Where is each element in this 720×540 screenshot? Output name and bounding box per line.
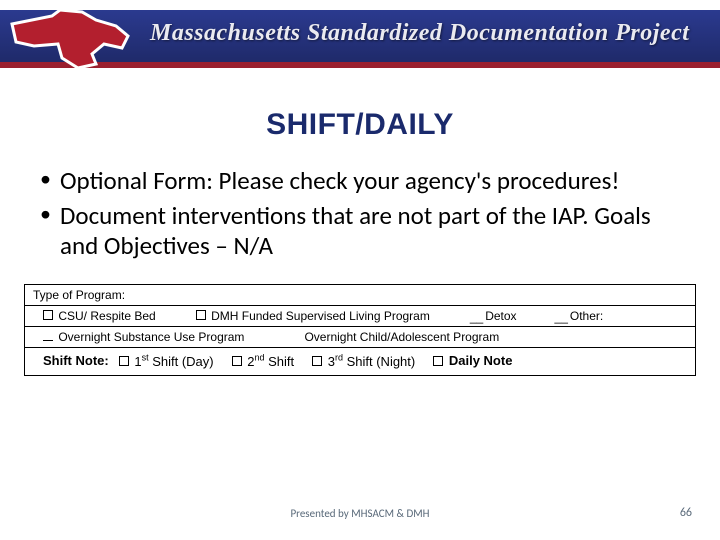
option-label: Overnight Substance Use Program	[58, 330, 244, 344]
option-label: Detox	[485, 309, 516, 323]
form-row-type: Type of Program:	[25, 285, 695, 306]
checkbox-icon[interactable]	[43, 310, 53, 320]
option-detox: __ Detox	[470, 309, 517, 323]
option-label: Overnight Child/Adolescent Program	[304, 330, 499, 344]
option-label: Other:	[570, 309, 603, 323]
option-other: __ Other:	[555, 309, 604, 323]
option-overnight-substance: Overnight Substance Use Program	[43, 330, 244, 344]
option-label: CSU/ Respite Bed	[58, 309, 155, 323]
program-form: Type of Program: CSU/ Respite Bed DMH Fu…	[24, 284, 696, 376]
option-daily-note: Daily Note	[433, 353, 512, 368]
bullet-item: Document interventions that are not part…	[38, 201, 682, 262]
checkbox-icon[interactable]	[196, 310, 206, 320]
option-shift-1: 1st Shift (Day)	[119, 353, 214, 369]
form-row-shift: Shift Note: 1st Shift (Day) 2nd Shift 3r…	[25, 348, 695, 375]
header-banner: Massachusetts Standardized Documentation…	[0, 0, 720, 78]
option-label: 1st Shift (Day)	[134, 354, 213, 369]
option-csu: CSU/ Respite Bed	[43, 309, 156, 323]
checkbox-icon[interactable]	[433, 356, 443, 366]
checkbox-icon[interactable]: __	[555, 310, 565, 320]
option-label: 2nd Shift	[247, 354, 294, 369]
checkbox-icon[interactable]: __	[470, 310, 480, 320]
option-label: 3rd Shift (Night)	[328, 354, 416, 369]
form-row-options-2: Overnight Substance Use Program Overnigh…	[25, 327, 695, 348]
type-of-program-label: Type of Program:	[33, 288, 125, 302]
option-dmh: DMH Funded Supervised Living Program	[196, 309, 430, 323]
state-map-icon	[4, 2, 134, 74]
banner-title: Massachusetts Standardized Documentation…	[150, 20, 689, 47]
checkbox-icon[interactable]	[43, 331, 53, 341]
shift-note-label: Shift Note:	[43, 353, 109, 368]
option-label: Daily Note	[449, 353, 513, 368]
option-shift-3: 3rd Shift (Night)	[312, 353, 415, 369]
option-shift-2: 2nd Shift	[232, 353, 295, 369]
footer-text: Presented by MHSACM & DMH	[0, 507, 720, 520]
checkbox-icon[interactable]	[232, 356, 242, 366]
option-overnight-child: Overnight Child/Adolescent Program	[304, 330, 499, 344]
form-row-options-1: CSU/ Respite Bed DMH Funded Supervised L…	[25, 306, 695, 327]
slide-title: SHIFT/DAILY	[0, 108, 720, 142]
bullet-list: Optional Form: Please check your agency'…	[38, 166, 682, 262]
page-number: 66	[680, 506, 692, 520]
option-label: DMH Funded Supervised Living Program	[211, 309, 430, 323]
checkbox-icon[interactable]	[312, 356, 322, 366]
bullet-item: Optional Form: Please check your agency'…	[38, 166, 682, 197]
checkbox-icon[interactable]	[119, 356, 129, 366]
